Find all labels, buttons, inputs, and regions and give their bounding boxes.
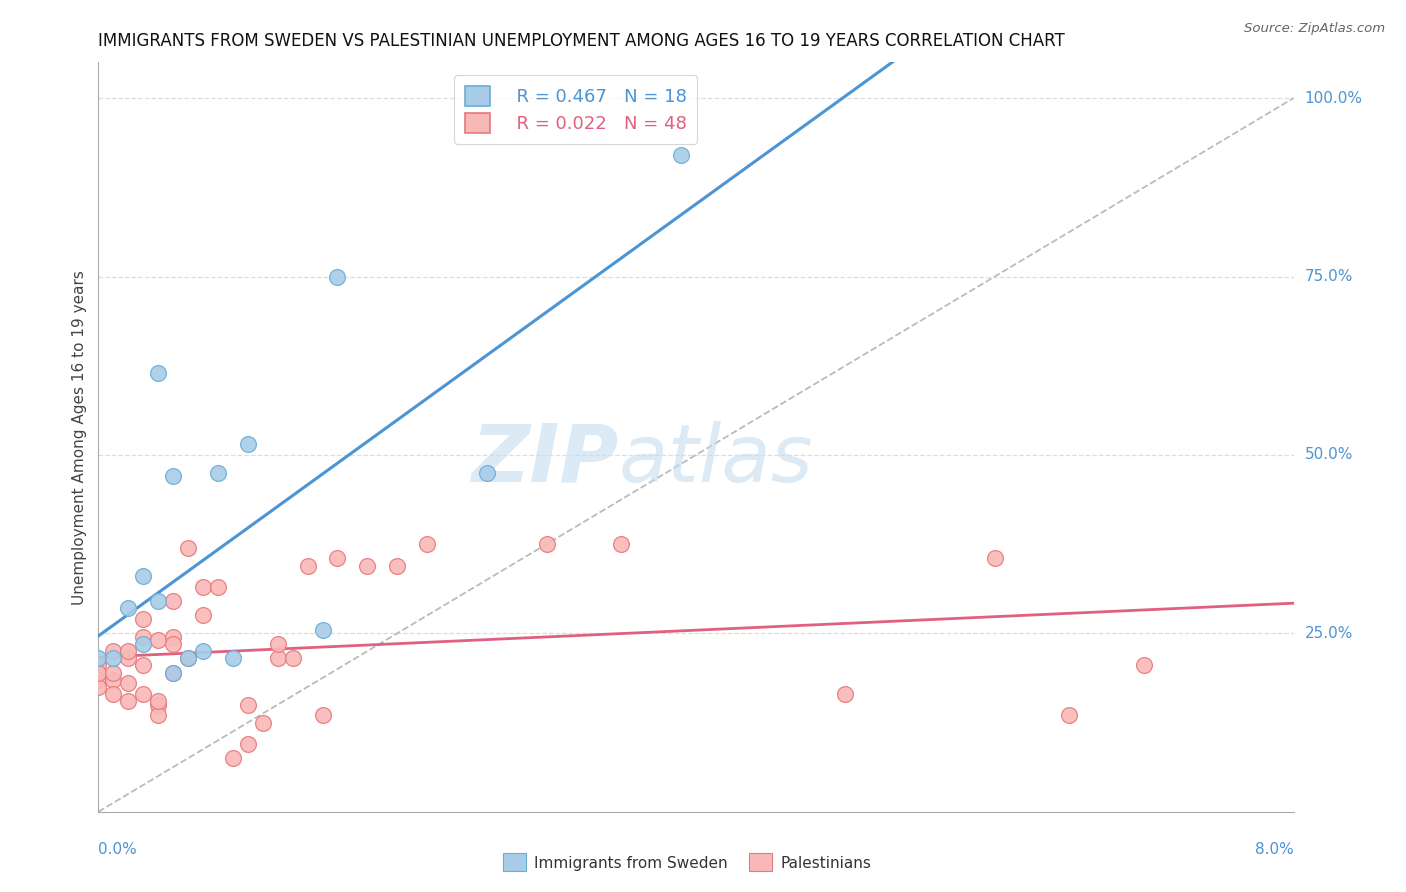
Point (281, 651, 304, 665)
Point (103, 651, 125, 665)
Point (117, 644, 139, 658)
Point (177, 541, 200, 555)
Point (207, 466, 229, 480)
Point (162, 665, 184, 680)
Point (103, 644, 125, 658)
Point (162, 594, 184, 608)
Point (207, 580, 229, 594)
Legend:   R = 0.467   N = 18,   R = 0.022   N = 48: R = 0.467 N = 18, R = 0.022 N = 48 (454, 75, 697, 144)
Point (87, 680, 110, 694)
Point (222, 651, 245, 665)
Point (297, 558, 319, 573)
Point (222, 751, 245, 765)
Text: Palestinians: Palestinians (780, 856, 872, 871)
Text: 25.0%: 25.0% (1305, 626, 1353, 640)
Point (177, 651, 200, 665)
Point (117, 676, 139, 690)
Point (984, 551, 1007, 566)
Text: IMMIGRANTS FROM SWEDEN VS PALESTINIAN UNEMPLOYMENT AMONG AGES 16 TO 19 YEARS COR: IMMIGRANTS FROM SWEDEN VS PALESTINIAN UN… (98, 32, 1066, 50)
Point (162, 637, 184, 651)
Point (236, 737, 259, 751)
Text: 75.0%: 75.0% (1305, 269, 1353, 284)
Point (191, 580, 214, 594)
Point (103, 673, 125, 687)
Point (148, 594, 170, 608)
Point (267, 651, 290, 665)
Point (236, 698, 259, 712)
Text: 100.0%: 100.0% (1305, 91, 1362, 105)
Point (326, 269, 349, 284)
Point (132, 569, 155, 583)
Point (132, 630, 155, 644)
Text: atlas: atlas (619, 420, 813, 499)
Point (356, 558, 378, 573)
Text: Source: ZipAtlas.com: Source: ZipAtlas.com (1244, 22, 1385, 36)
Point (87, 658, 110, 673)
Point (252, 715, 274, 730)
Point (162, 469, 184, 483)
Text: 8.0%: 8.0% (1254, 842, 1294, 856)
Point (311, 623, 333, 637)
Point (162, 630, 184, 644)
Point (103, 665, 125, 680)
Point (148, 694, 170, 708)
Point (132, 658, 155, 673)
Point (416, 537, 439, 551)
Point (87, 673, 110, 687)
Point (177, 651, 200, 665)
Point (191, 608, 214, 623)
Point (148, 698, 170, 712)
Point (103, 687, 125, 701)
Point (311, 708, 333, 723)
Text: ZIP: ZIP (471, 420, 619, 499)
Point (536, 537, 558, 551)
Point (385, 558, 409, 573)
Point (132, 687, 155, 701)
Y-axis label: Unemployment Among Ages 16 to 19 years: Unemployment Among Ages 16 to 19 years (72, 269, 87, 605)
Point (669, 148, 692, 162)
Point (326, 551, 349, 566)
Point (610, 537, 633, 551)
Point (117, 601, 139, 615)
Text: 0.0%: 0.0% (98, 842, 138, 856)
Point (132, 637, 155, 651)
Point (87, 651, 110, 665)
Point (191, 644, 214, 658)
Point (148, 708, 170, 723)
Point (236, 437, 259, 451)
Point (834, 687, 856, 701)
Point (475, 466, 498, 480)
Point (267, 637, 290, 651)
Point (162, 665, 184, 680)
Point (1133, 658, 1156, 673)
Point (148, 633, 170, 648)
Point (132, 612, 155, 626)
Point (117, 694, 139, 708)
Text: 50.0%: 50.0% (1305, 448, 1353, 462)
Text: Immigrants from Sweden: Immigrants from Sweden (534, 856, 728, 871)
Point (117, 651, 139, 665)
Point (87, 665, 110, 680)
Point (1059, 708, 1081, 723)
Point (148, 366, 170, 380)
